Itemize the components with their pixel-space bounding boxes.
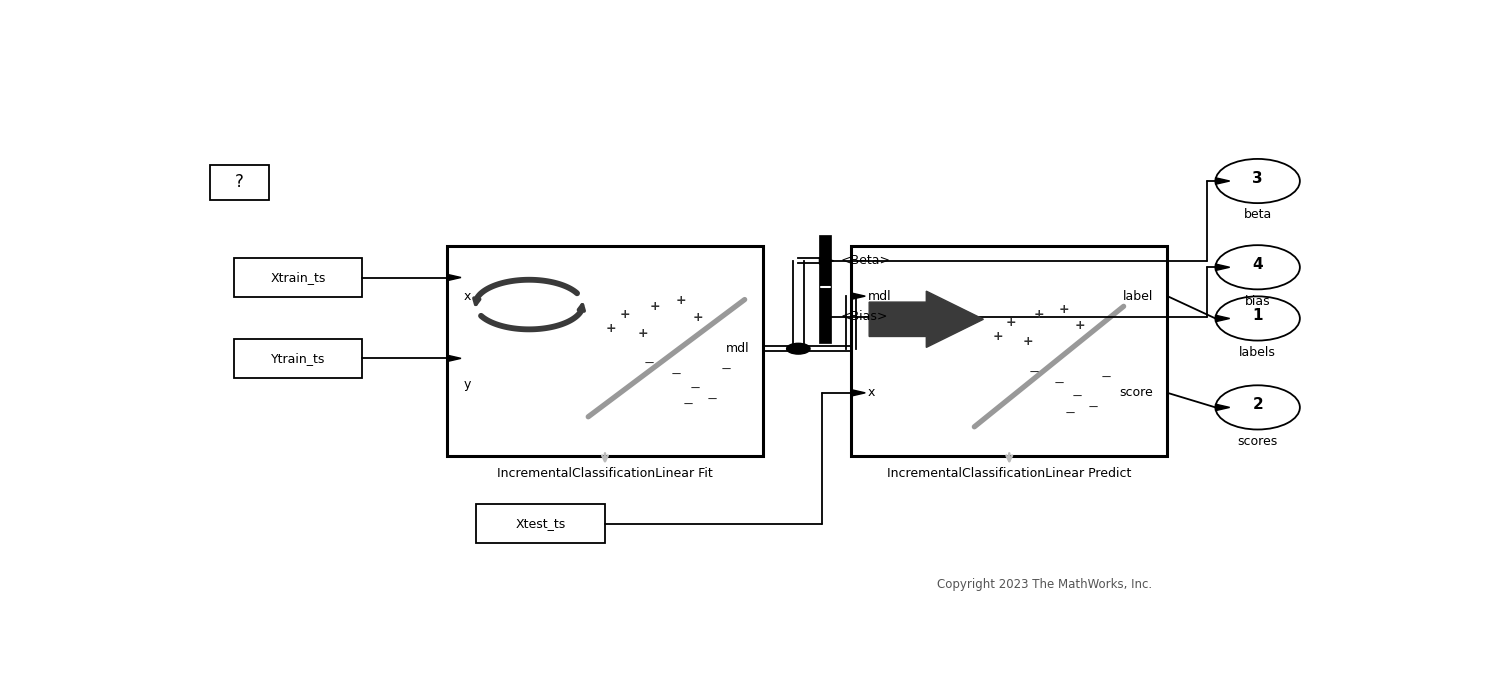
Text: −: − <box>706 393 718 406</box>
Text: −: − <box>1064 407 1077 419</box>
Polygon shape <box>1216 315 1229 322</box>
Text: Ytrain_ts: Ytrain_ts <box>271 352 325 365</box>
Text: x: x <box>463 290 470 302</box>
Text: +: + <box>992 330 1002 343</box>
Polygon shape <box>448 274 461 281</box>
Text: score: score <box>1120 386 1154 399</box>
Text: y: y <box>463 378 470 391</box>
Polygon shape <box>1216 404 1229 411</box>
Text: bias: bias <box>1244 295 1270 308</box>
Text: mdl: mdl <box>868 290 891 302</box>
FancyBboxPatch shape <box>820 235 832 343</box>
Text: −: − <box>721 363 732 376</box>
Text: +: + <box>1022 335 1033 349</box>
Text: ?: ? <box>234 173 243 191</box>
FancyBboxPatch shape <box>476 505 605 543</box>
Ellipse shape <box>1216 385 1300 430</box>
Text: −: − <box>670 368 682 381</box>
Text: mdl: mdl <box>726 342 748 355</box>
Text: 1: 1 <box>1252 308 1263 323</box>
Text: −: − <box>1087 401 1099 414</box>
FancyBboxPatch shape <box>233 339 363 378</box>
Text: <Bias>: <Bias> <box>841 310 888 323</box>
Circle shape <box>786 343 810 354</box>
Text: <Beta>: <Beta> <box>841 254 891 267</box>
Text: −: − <box>1072 390 1083 403</box>
Polygon shape <box>869 291 983 347</box>
FancyBboxPatch shape <box>448 246 764 456</box>
Text: 4: 4 <box>1252 257 1263 272</box>
Text: x: x <box>868 386 875 399</box>
Ellipse shape <box>1216 296 1300 341</box>
Text: −: − <box>1101 371 1111 384</box>
Text: Copyright 2023 The MathWorks, Inc.: Copyright 2023 The MathWorks, Inc. <box>937 578 1152 591</box>
Text: +: + <box>1075 319 1086 332</box>
Text: IncrementalClassificationLinear Fit: IncrementalClassificationLinear Fit <box>497 467 712 480</box>
Text: +: + <box>606 321 617 335</box>
Polygon shape <box>851 293 865 300</box>
Text: +: + <box>620 308 631 321</box>
Text: −: − <box>1054 377 1064 389</box>
Polygon shape <box>1216 264 1229 270</box>
Text: +: + <box>676 294 686 307</box>
Ellipse shape <box>1216 245 1300 289</box>
FancyBboxPatch shape <box>233 258 363 297</box>
Text: labels: labels <box>1240 346 1276 359</box>
FancyBboxPatch shape <box>210 165 269 200</box>
Polygon shape <box>820 258 833 264</box>
Text: +: + <box>1058 302 1069 316</box>
Text: −: − <box>682 398 694 411</box>
Text: label: label <box>1123 290 1154 302</box>
Text: 2: 2 <box>1252 397 1263 412</box>
Text: beta: beta <box>1243 209 1272 221</box>
Text: +: + <box>638 327 649 340</box>
Text: −: − <box>689 382 700 395</box>
Text: +: + <box>692 311 703 323</box>
Text: Xtest_ts: Xtest_ts <box>516 517 565 531</box>
Text: −: − <box>1028 365 1040 379</box>
Polygon shape <box>1216 178 1229 184</box>
Text: scores: scores <box>1237 435 1278 448</box>
Text: +: + <box>1005 316 1016 329</box>
Text: +: + <box>1034 308 1045 321</box>
FancyBboxPatch shape <box>851 246 1167 456</box>
Text: 3: 3 <box>1252 171 1263 186</box>
Ellipse shape <box>1216 159 1300 203</box>
Polygon shape <box>448 355 461 362</box>
Polygon shape <box>851 390 865 396</box>
Text: +: + <box>650 300 661 313</box>
Text: −: − <box>644 357 655 370</box>
Text: IncrementalClassificationLinear Predict: IncrementalClassificationLinear Predict <box>888 467 1131 480</box>
Text: Xtrain_ts: Xtrain_ts <box>271 271 325 284</box>
